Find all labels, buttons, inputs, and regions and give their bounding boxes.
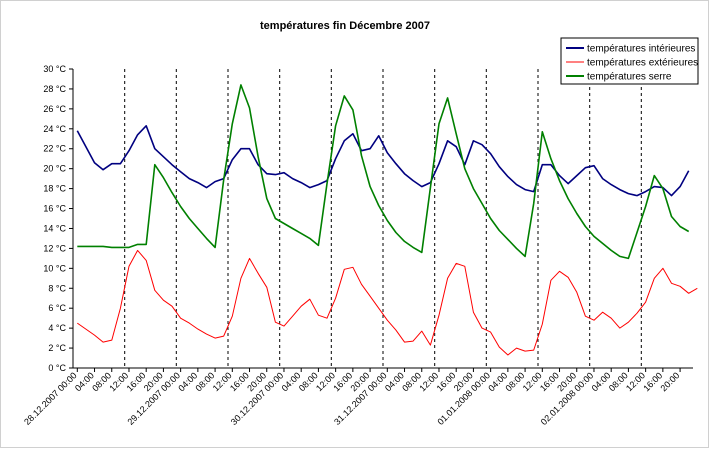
axis-layer [69,68,693,372]
x-tick-label: 20:00 [658,370,681,393]
x-tick-labels: 28.12.2007 00:0004:0008:0012:0016:0020:0… [22,370,681,427]
y-tick-label: 2 °C [48,343,66,353]
series-layer [76,84,698,356]
y-tick-label: 22 °C [43,144,66,154]
legend-label-serre: températures serre [587,72,672,83]
legend-label-interieures: températures intérieures [587,44,695,55]
y-tick-label: 4 °C [48,323,66,333]
y-tick-label: 24 °C [43,124,66,134]
y-tick-label: 8 °C [48,283,66,293]
y-tick-label: 28 °C [43,84,66,94]
chart-title: températures fin Décembre 2007 [260,20,430,32]
y-tick-label: 12 °C [43,243,66,253]
grid-layer [124,69,642,368]
x-tick-label: 28.12.2007 00:00 [22,370,79,427]
y-tick-label: 10 °C [43,263,66,273]
y-tick-label: 20 °C [43,164,66,174]
y-tick-labels: 0 °C 2 °C 4 °C 6 °C 8 °C 10 °C 12 °C 14 °C 16 °C… [43,64,66,373]
y-tick-label: 26 °C [43,104,66,114]
legend: températures intérieures températures ex… [560,37,699,85]
y-tick-label: 0 °C [48,363,66,373]
y-tick-label: 14 °C [43,223,66,233]
series-line-1 [76,125,690,197]
y-tick-label: 6 °C [48,303,66,313]
legend-label-exterieures: températures extérieures [587,58,698,69]
y-tick-label: 16 °C [43,204,66,214]
y-tick-label: 30 °C [43,64,66,74]
series-line-2 [77,249,698,356]
y-tick-label: 18 °C [43,184,66,194]
series-line-3 [77,84,690,260]
